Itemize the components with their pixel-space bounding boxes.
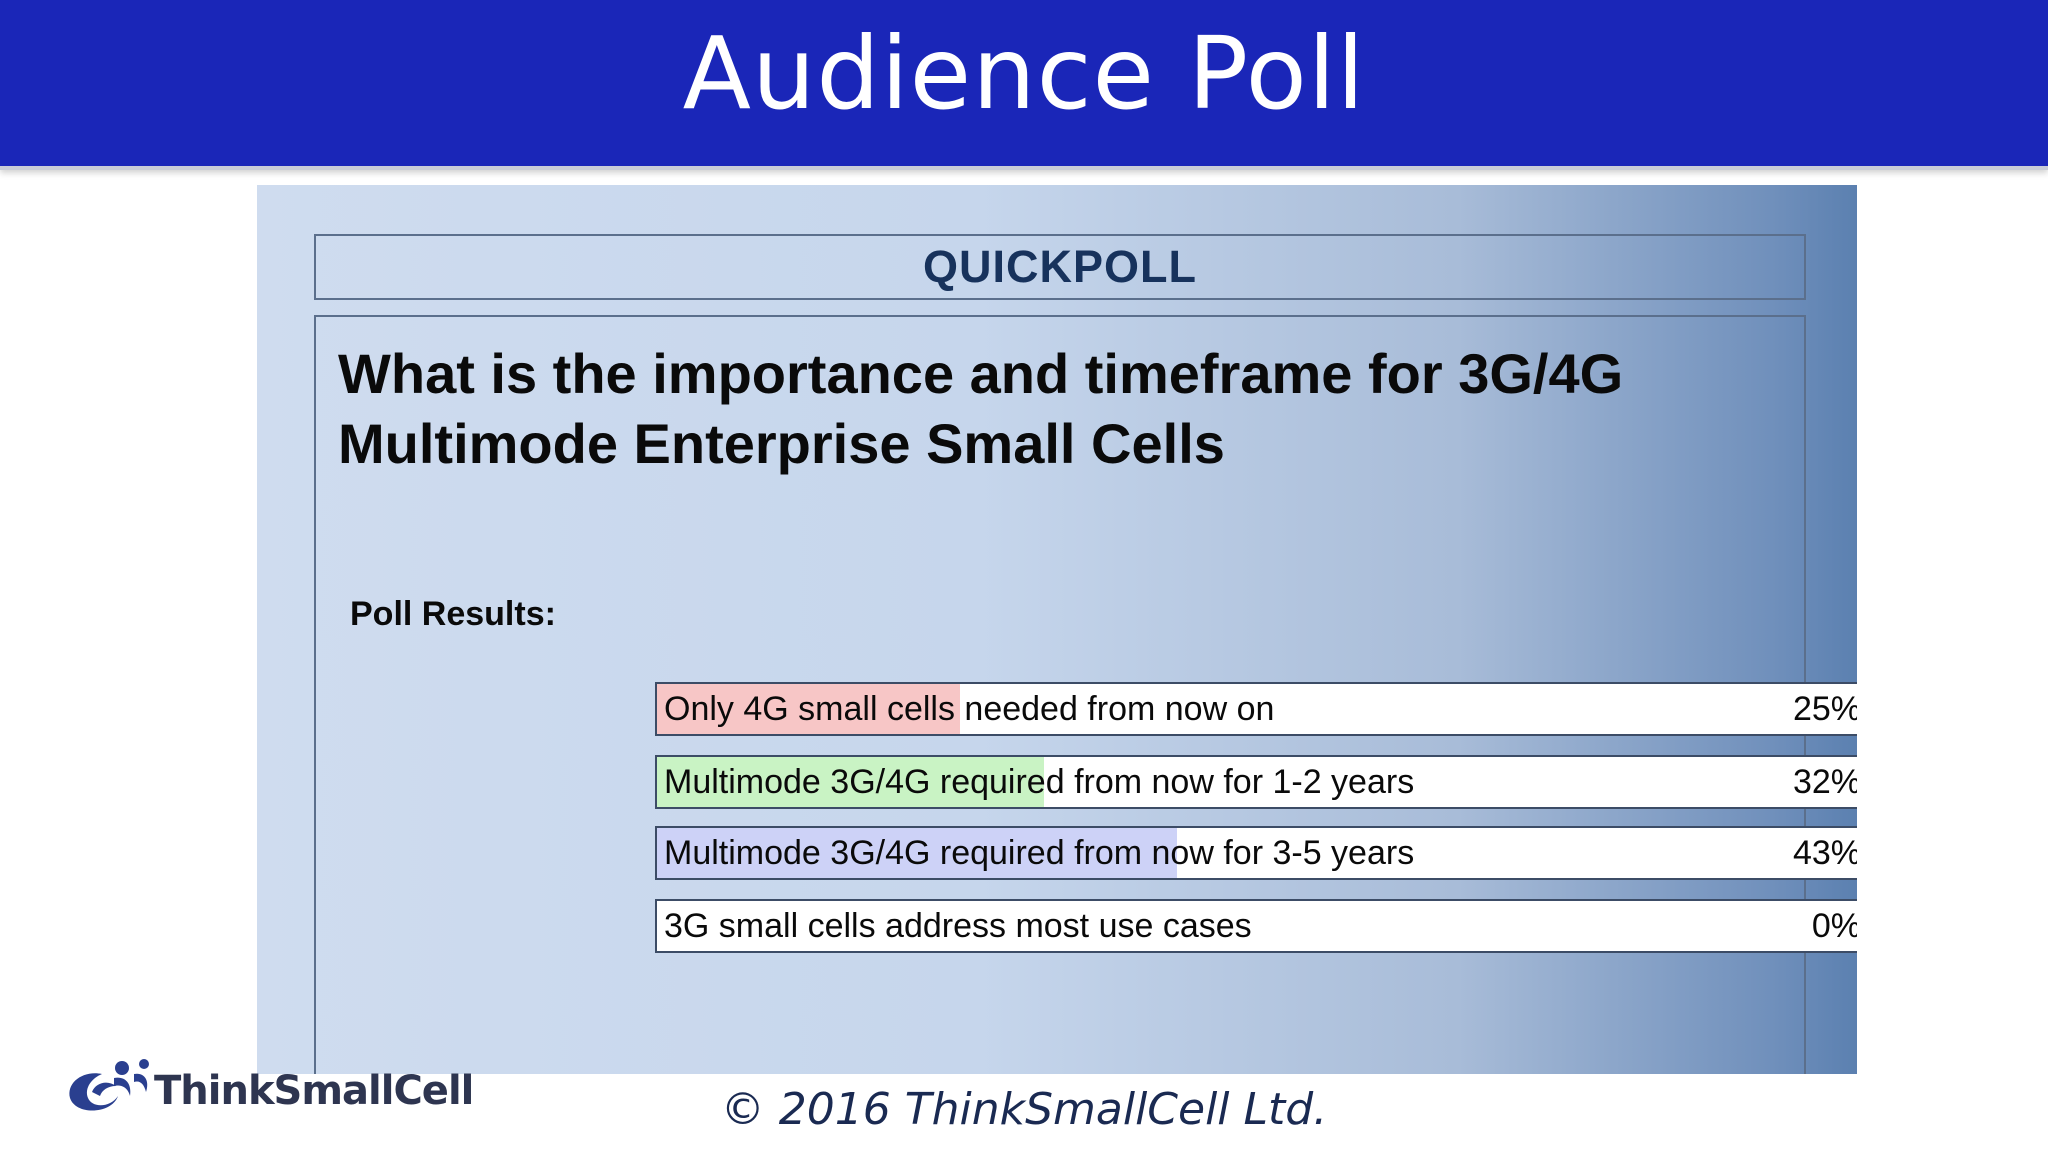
title-bar: Audience Poll bbox=[0, 0, 2048, 170]
answer-label: Multimode 3G/4G required from now for 1-… bbox=[664, 762, 1415, 801]
answer-label: 3G small cells address most use cases bbox=[664, 906, 1252, 945]
answer-row: Only 4G small cells needed from now on 2… bbox=[655, 682, 1857, 736]
poll-panel: What is the importance and timeframe for… bbox=[314, 315, 1806, 1074]
answer-percent: 43% bbox=[1792, 833, 1857, 872]
logo-text: ThinkSmallCell bbox=[154, 1068, 474, 1114]
answer-percent: 25% bbox=[1792, 689, 1857, 728]
answer-label: Multimode 3G/4G required from now for 3-… bbox=[664, 833, 1415, 872]
slide-title: Audience Poll bbox=[682, 15, 1366, 132]
answer-bar-fill bbox=[657, 828, 1178, 878]
quickpoll-heading: QUICKPOLL bbox=[923, 241, 1197, 292]
poll-results-label: Poll Results: bbox=[350, 595, 556, 633]
answer-bar-fill bbox=[657, 757, 1045, 807]
answer-row: Multimode 3G/4G required from now for 1-… bbox=[655, 755, 1857, 809]
answer-percent: 32% bbox=[1792, 762, 1857, 801]
copyright-text: © 2016 ThinkSmallCell Ltd. bbox=[720, 1084, 1328, 1135]
poll-question: What is the importance and timeframe for… bbox=[338, 342, 1624, 475]
poll-screenshot: QUICKPOLL What is the importance and tim… bbox=[257, 185, 1857, 1074]
answer-percent: 0% bbox=[1811, 906, 1857, 945]
logo-swirl-icon bbox=[69, 1059, 149, 1111]
answer-bar-fill bbox=[657, 684, 960, 734]
quickpoll-header: QUICKPOLL bbox=[314, 234, 1806, 300]
answer-label: Only 4G small cells needed from now on bbox=[664, 689, 1275, 728]
thinksmallcell-logo: ThinkSmallCell bbox=[62, 1052, 474, 1124]
answer-row: 3G small cells address most use cases 0% bbox=[655, 899, 1857, 953]
answer-row: Multimode 3G/4G required from now for 3-… bbox=[655, 826, 1857, 880]
